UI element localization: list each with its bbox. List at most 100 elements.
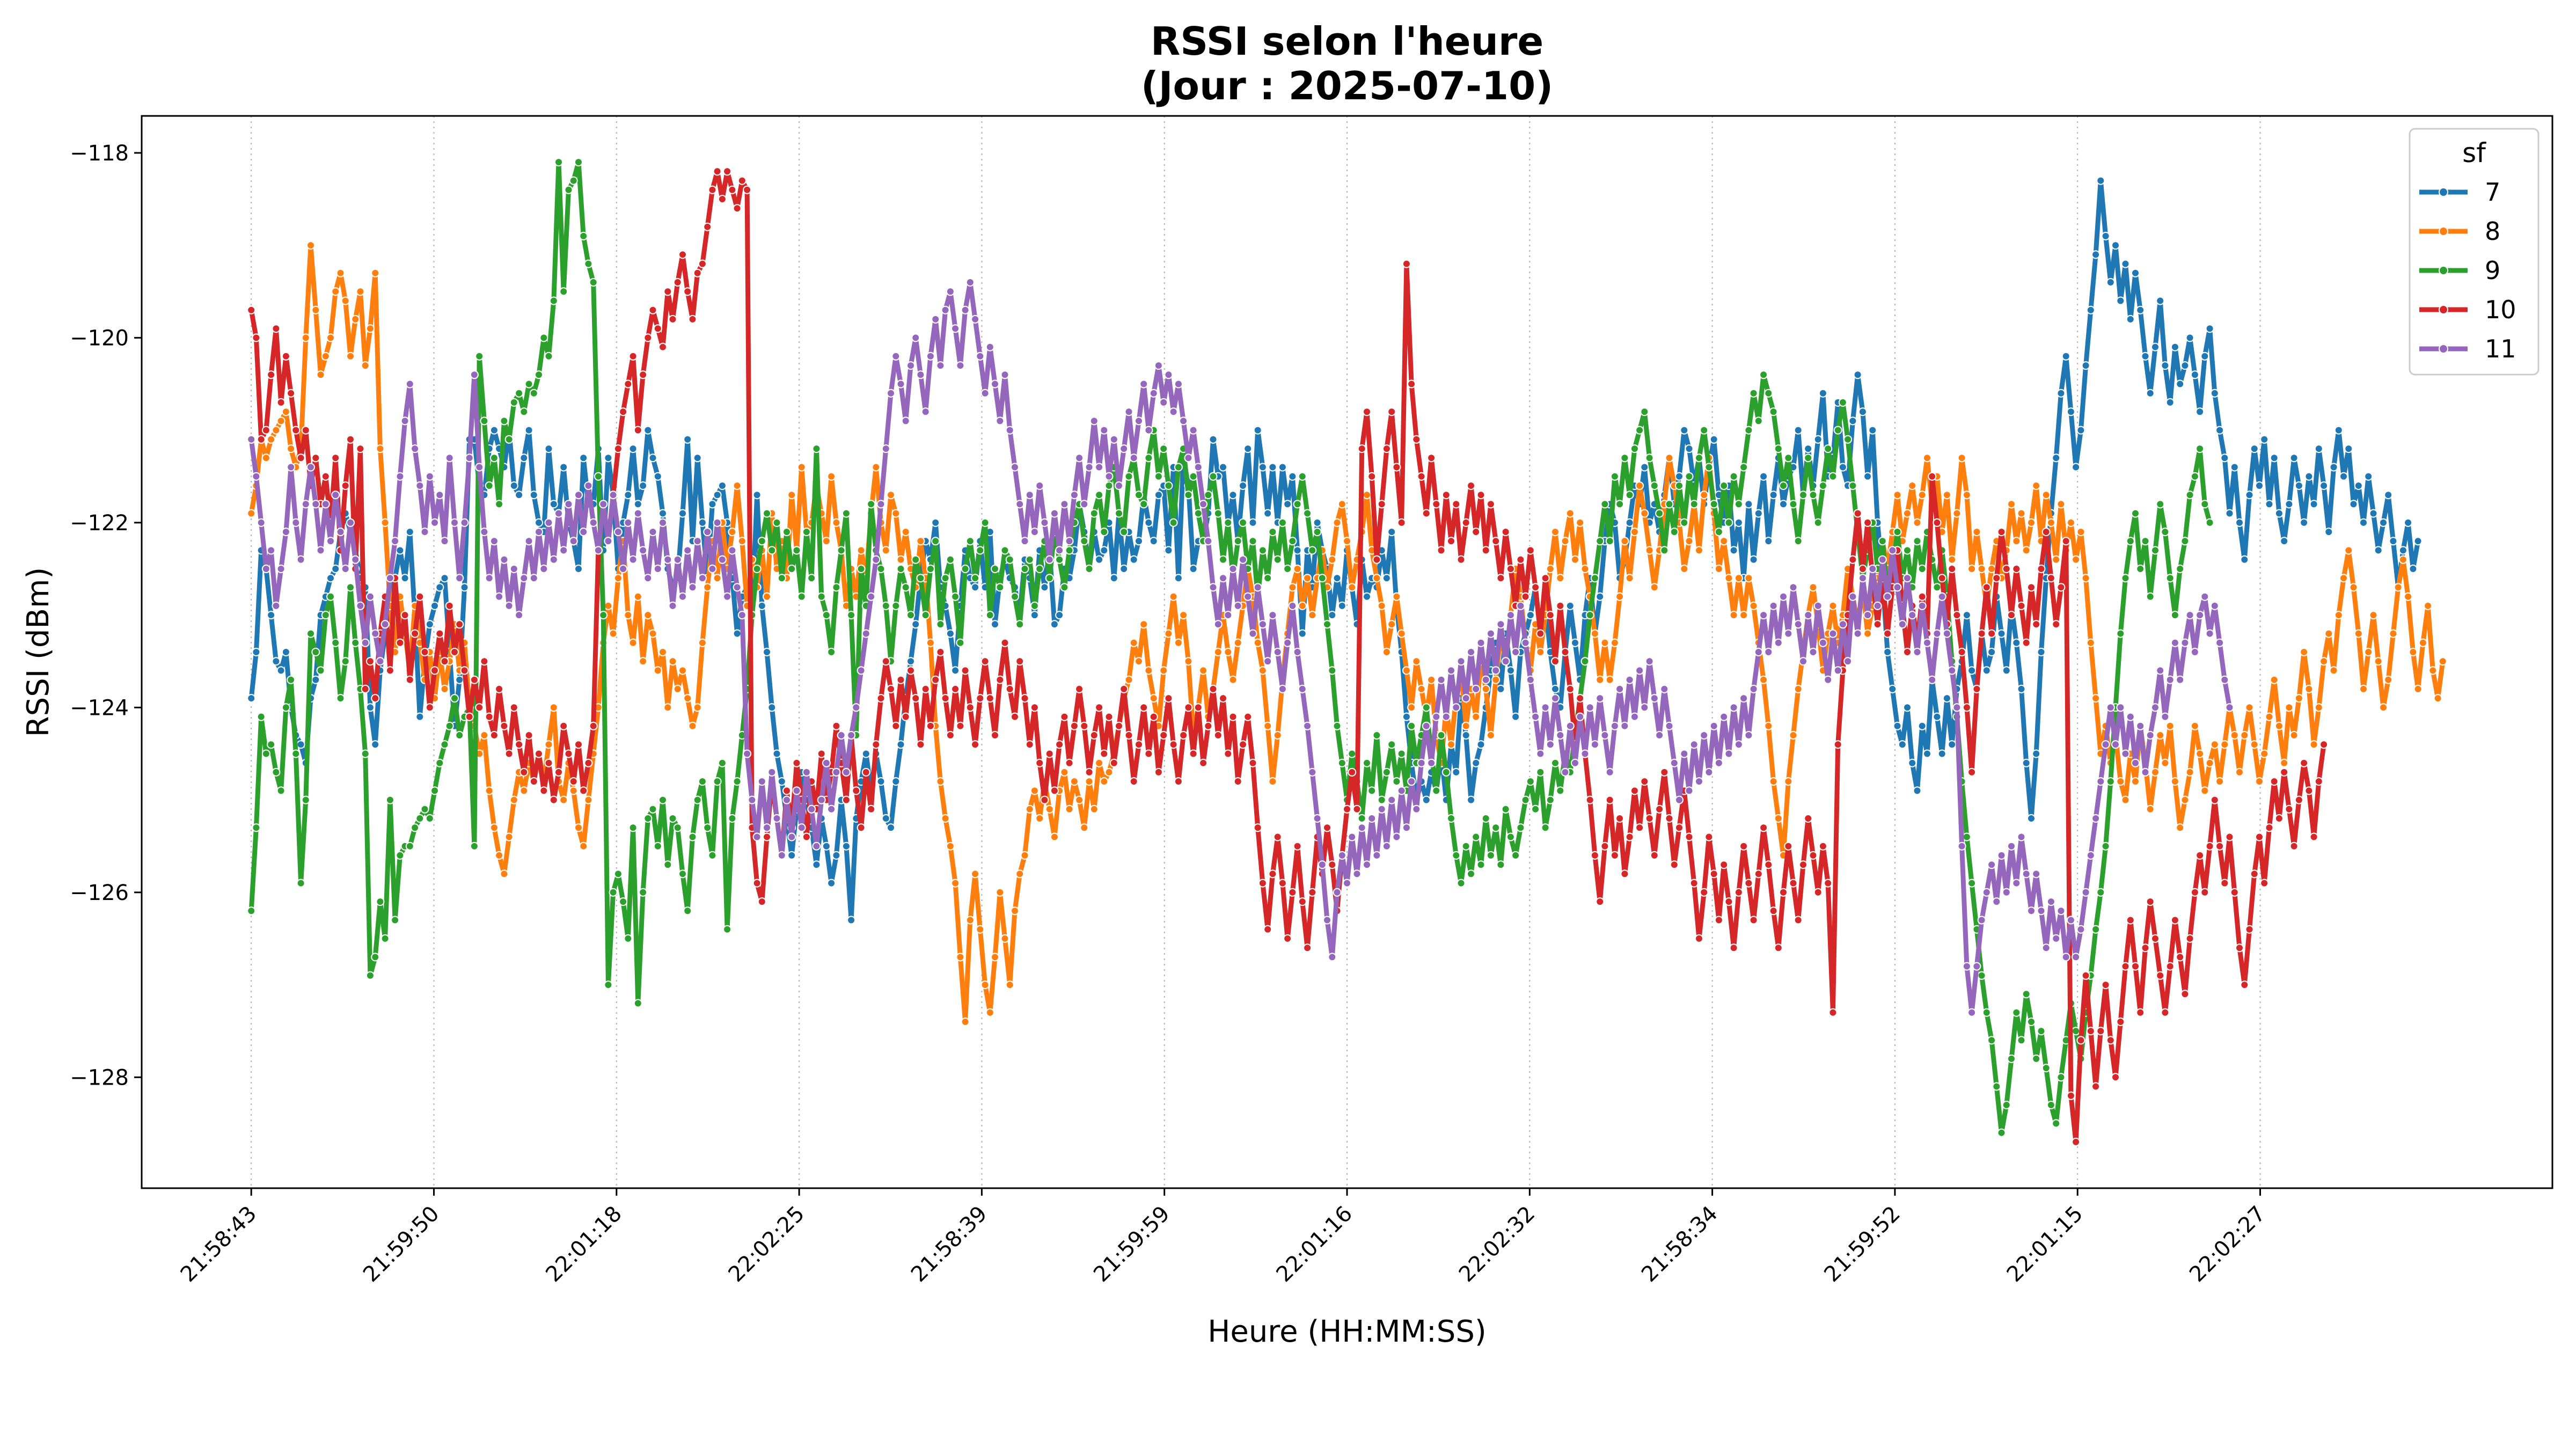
data-point	[896, 565, 905, 573]
data-point	[489, 426, 499, 435]
data-point	[1308, 767, 1317, 777]
data-point	[1149, 712, 1158, 721]
data-point	[1585, 703, 1594, 712]
data-point	[1402, 666, 1411, 675]
data-point	[1055, 546, 1064, 555]
data-point	[643, 574, 653, 583]
data-point	[539, 565, 548, 573]
data-point	[1392, 592, 1401, 601]
data-point	[2096, 888, 2105, 897]
data-point	[1199, 500, 1208, 509]
data-point	[1893, 583, 1902, 592]
data-point	[440, 740, 449, 749]
data-point	[296, 555, 305, 564]
data-point	[1209, 684, 1218, 693]
data-point	[365, 657, 375, 666]
data-point	[465, 453, 474, 463]
data-point	[287, 675, 296, 684]
data-point	[2404, 592, 2413, 601]
data-point	[1903, 574, 1912, 583]
data-point	[1273, 555, 1282, 564]
data-point	[1987, 629, 1996, 638]
chart-subtitle: (Jour : 2025-07-10)	[1141, 63, 1553, 108]
data-point	[1536, 648, 1545, 656]
data-point	[965, 916, 975, 925]
data-point	[2136, 721, 2145, 730]
data-point	[861, 767, 870, 777]
data-point	[2116, 629, 2125, 638]
data-point	[1095, 758, 1104, 767]
data-point	[1948, 555, 1957, 564]
data-point	[1585, 611, 1594, 620]
data-point	[2057, 583, 2066, 592]
data-point	[2116, 296, 2125, 305]
data-point	[624, 379, 633, 389]
data-point	[400, 574, 409, 583]
data-point	[757, 777, 766, 786]
data-point	[1030, 786, 1039, 795]
data-point	[2369, 509, 2378, 518]
data-point	[996, 675, 1005, 684]
data-point	[341, 481, 350, 490]
data-point	[1858, 565, 1867, 573]
data-point	[936, 777, 945, 786]
data-point	[2200, 500, 2209, 509]
data-point	[2156, 666, 2165, 675]
data-point	[2205, 758, 2214, 767]
data-point	[643, 611, 653, 620]
data-point	[1005, 980, 1014, 990]
data-point	[1427, 453, 1436, 463]
data-point	[1288, 583, 1297, 592]
data-point	[1481, 546, 1490, 555]
data-point	[1873, 601, 1882, 610]
data-point	[1615, 814, 1624, 823]
data-point	[2324, 528, 2333, 537]
data-point	[2046, 574, 2055, 583]
data-point	[495, 500, 504, 509]
data-point	[1174, 379, 1183, 389]
data-point	[1848, 592, 1857, 601]
data-point	[1962, 962, 1971, 971]
data-point	[564, 500, 573, 509]
data-point	[326, 333, 335, 342]
data-point	[1239, 481, 1247, 490]
data-point	[619, 407, 628, 416]
data-point	[1645, 453, 1654, 463]
data-point	[1630, 528, 1639, 537]
data-point	[1546, 795, 1555, 804]
data-point	[946, 841, 955, 851]
data-point	[485, 712, 494, 721]
data-point	[693, 795, 702, 804]
data-point	[1794, 620, 1803, 629]
data-point	[1650, 481, 1659, 490]
data-point	[1005, 684, 1014, 693]
data-point	[2081, 574, 2090, 583]
data-point	[2176, 675, 2185, 684]
data-point	[2210, 740, 2219, 749]
data-point	[524, 537, 533, 546]
data-point	[1888, 684, 1897, 693]
data-point	[1928, 472, 1937, 481]
data-point	[415, 481, 425, 490]
data-point	[1144, 426, 1153, 435]
data-point	[2136, 305, 2145, 314]
data-point	[336, 268, 345, 277]
data-point	[737, 176, 747, 185]
data-point	[1095, 463, 1104, 472]
data-point	[1655, 731, 1664, 740]
data-point	[1243, 592, 1253, 601]
data-point	[599, 500, 608, 509]
data-point	[396, 546, 405, 555]
data-point	[346, 583, 355, 592]
data-point	[1159, 731, 1168, 740]
data-point	[1104, 472, 1114, 481]
data-point	[257, 518, 266, 527]
data-point	[2156, 971, 2165, 980]
data-point	[891, 721, 901, 730]
data-point	[1630, 786, 1639, 795]
data-point	[1675, 795, 1684, 804]
data-point	[1903, 648, 1912, 656]
data-point	[2041, 943, 2051, 953]
data-point	[2200, 592, 2209, 601]
data-point	[1328, 611, 1337, 620]
